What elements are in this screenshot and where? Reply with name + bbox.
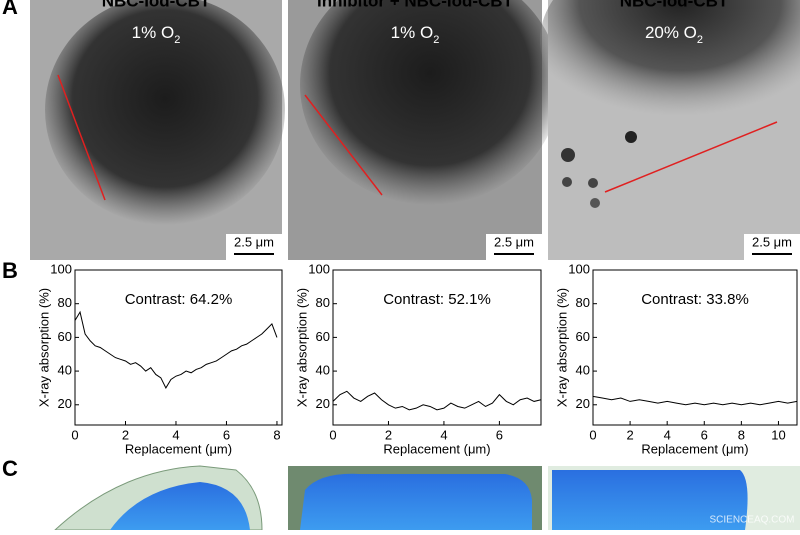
x-tick-label: 2	[385, 427, 392, 442]
condition-text: 20% O	[645, 23, 697, 42]
watermark: SCIENCEAQ.COM	[709, 515, 794, 526]
x-tick-label: 0	[329, 427, 336, 442]
y-axis-label: X-ray absorption (%)	[554, 288, 569, 407]
panel-label: C	[2, 456, 18, 481]
x-tick-label: 4	[172, 427, 179, 442]
image-title: NBC-Iod-CBT	[102, 0, 211, 10]
y-tick-label: 40	[316, 363, 330, 378]
y-tick-label: 60	[316, 329, 330, 344]
panel-label: B	[2, 258, 18, 283]
render	[288, 466, 542, 530]
panel-label: A	[2, 0, 18, 19]
x-tick-label: 10	[771, 427, 785, 442]
plot-frame	[74, 269, 283, 426]
condition-label: 20% O2	[645, 23, 703, 45]
y-tick-label: 60	[58, 329, 72, 344]
y-tick-label: 20	[58, 396, 72, 411]
plot-frame	[332, 269, 542, 426]
x-axis-label: Replacement (μm)	[641, 441, 748, 456]
x-axis-label: Replacement (μm)	[125, 441, 232, 456]
y-tick-label: 100	[568, 261, 590, 276]
condition-subscript: 2	[433, 34, 439, 46]
condition-label: 1% O2	[391, 23, 440, 45]
y-tick-label: 100	[308, 261, 330, 276]
y-tick-label: 20	[576, 396, 590, 411]
scale-bar-label: 2.5 μm	[234, 234, 274, 249]
micrograph	[288, 0, 560, 260]
line-series	[74, 310, 278, 389]
scale-bar-box	[744, 234, 800, 260]
y-axis-label: X-ray absorption (%)	[36, 288, 51, 407]
micrograph	[540, 0, 800, 260]
line-series	[592, 395, 798, 406]
y-tick-label: 80	[576, 295, 590, 310]
render	[53, 465, 263, 531]
render	[548, 466, 800, 530]
x-tick-label: 4	[440, 427, 447, 442]
x-tick-label: 8	[273, 427, 280, 442]
x-tick-label: 6	[701, 427, 708, 442]
condition-subscript: 2	[174, 34, 180, 46]
scale-bar-label: 2.5 μm	[752, 234, 792, 249]
plot-frame	[592, 269, 798, 426]
y-axis-label: X-ray absorption (%)	[294, 288, 309, 407]
x-tick-label: 8	[738, 427, 745, 442]
condition-label: 1% O2	[132, 23, 181, 45]
annotation: Contrast: 52.1%	[383, 291, 491, 308]
x-tick-label: 2	[626, 427, 633, 442]
x-tick-label: 0	[589, 427, 596, 442]
micrograph	[30, 0, 285, 260]
annotation: Contrast: 33.8%	[641, 291, 749, 308]
image-title: Inhibitor + NBC-Iod-CBT	[317, 0, 514, 10]
y-tick-label: 80	[316, 295, 330, 310]
scale-bar-label: 2.5 μm	[494, 234, 534, 249]
y-tick-label: 40	[576, 363, 590, 378]
y-tick-label: 20	[316, 396, 330, 411]
x-tick-label: 4	[664, 427, 671, 442]
y-tick-label: 60	[576, 329, 590, 344]
x-axis-label: Replacement (μm)	[383, 441, 490, 456]
line-series	[332, 390, 542, 411]
annotation: Contrast: 64.2%	[125, 291, 233, 308]
x-tick-label: 6	[496, 427, 503, 442]
scale-bar-box	[226, 234, 282, 260]
image-title: NBC-Iod-CBT	[620, 0, 729, 10]
x-tick-label: 6	[223, 427, 230, 442]
condition-text: 1% O	[391, 23, 434, 42]
y-tick-label: 40	[58, 363, 72, 378]
x-tick-label: 2	[122, 427, 129, 442]
y-tick-label: 100	[50, 261, 72, 276]
x-tick-label: 0	[71, 427, 78, 442]
condition-subscript: 2	[697, 34, 703, 46]
y-tick-label: 80	[58, 295, 72, 310]
condition-text: 1% O	[132, 23, 175, 42]
scale-bar-box	[486, 234, 542, 260]
